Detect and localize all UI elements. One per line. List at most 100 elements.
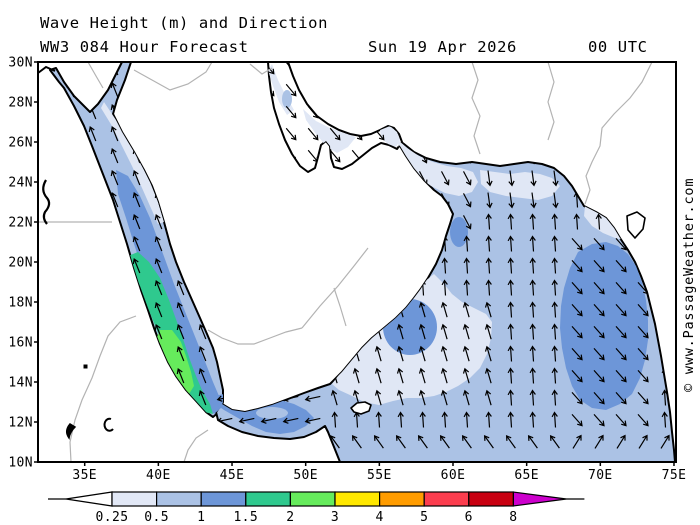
wave-direction-arrow [154, 301, 163, 318]
wave-direction-arrow [374, 345, 382, 362]
wave-direction-arrow [374, 367, 382, 384]
wave-direction-arrow [529, 257, 536, 274]
lat-label: 12N [8, 416, 33, 431]
wave-direction-arrow [615, 414, 627, 427]
wave-direction-arrow [571, 414, 583, 427]
wave-direction-arrow [552, 170, 559, 187]
wave-direction-arrow [507, 411, 514, 428]
wave-direction-arrow [486, 170, 493, 187]
wave-direction-arrow [593, 304, 605, 317]
wave-direction-arrow [593, 392, 605, 405]
lat-label: 20N [8, 256, 33, 271]
wave-direction-arrow [616, 434, 626, 449]
wave-direction-arrow [484, 323, 492, 340]
wave-direction-arrow [418, 301, 426, 318]
wave-direction-arrow [440, 171, 450, 186]
wave-direction-arrow [418, 323, 426, 340]
colorbar-segment [334, 491, 381, 507]
lat-label: 26N [8, 136, 33, 151]
lat-label: 30N [8, 56, 33, 71]
wave-direction-arrow [440, 301, 448, 318]
wave-direction-arrow [132, 235, 141, 252]
wave-direction-arrow [462, 323, 470, 340]
lat-label: 22N [8, 216, 33, 231]
wave-direction-arrow [307, 127, 319, 141]
wave-direction-arrow [285, 83, 297, 97]
wave-direction-arrow [485, 235, 492, 252]
colorbar-segment [289, 491, 336, 507]
lat-label: 16N [8, 336, 33, 351]
wave-direction-arrow [486, 192, 493, 209]
wave-direction-arrow [88, 125, 97, 142]
colorbar-label: 6 [465, 510, 473, 525]
wave-direction-arrow [529, 367, 536, 384]
wave-direction-arrow [508, 170, 515, 187]
wave-direction-arrow [551, 389, 558, 406]
wave-direction-arrow [551, 279, 558, 296]
wave-direction-arrow [571, 282, 583, 295]
wave-height-patch [560, 242, 648, 410]
wave-direction-arrow [418, 389, 426, 406]
wave-direction-arrow [396, 367, 404, 384]
wave-direction-arrow [260, 417, 277, 424]
river-lake-feature [83, 364, 88, 369]
wave-direction-arrow [507, 389, 514, 406]
lat-label: 18N [8, 296, 33, 311]
colorbar-label: 0.5 [144, 510, 169, 525]
country-border [471, 61, 481, 155]
wave-direction-arrow [304, 395, 321, 402]
wave-direction-arrow [330, 389, 338, 406]
wave-direction-arrow [529, 235, 536, 252]
wave-direction-arrow [551, 301, 558, 318]
wave-direction-arrow [637, 326, 649, 339]
wave-direction-arrow [440, 367, 448, 384]
wave-direction-arrow [418, 367, 426, 384]
wave-direction-arrow [462, 301, 470, 318]
wave-direction-arrow [552, 192, 559, 209]
wave-direction-arrow [110, 125, 119, 142]
wave-direction-arrow [198, 345, 207, 362]
wave-direction-arrow [571, 238, 583, 251]
wave-direction-arrow [483, 434, 494, 449]
country-border [207, 327, 303, 345]
wave-direction-arrow [329, 127, 341, 141]
wave-height-patch [116, 170, 221, 414]
wave-direction-arrow [462, 193, 472, 208]
wave-direction-arrow [593, 326, 605, 339]
lon-label: 60E [441, 468, 466, 483]
wave-direction-arrow [304, 417, 321, 424]
colorbar-label: 2 [286, 510, 294, 525]
wave-direction-arrow [593, 414, 605, 427]
wave-direction-arrow [154, 235, 163, 252]
wave-direction-arrow [594, 434, 604, 449]
wave-direction-arrow [551, 345, 558, 362]
lon-label: 35E [72, 468, 97, 483]
wave-direction-arrow [615, 282, 627, 295]
wave-direction-arrow [551, 411, 558, 428]
wave-direction-arrow [661, 389, 668, 406]
wave-direction-arrow [463, 257, 470, 274]
wave-direction-arrow [329, 149, 341, 163]
wave-direction-arrow [551, 323, 558, 340]
wave-direction-arrow [507, 257, 514, 274]
wave-height-patch [256, 407, 288, 419]
lon-label: 40E [146, 468, 171, 483]
wave-direction-arrow [572, 434, 582, 449]
lat-label: 28N [8, 96, 33, 111]
wave-direction-arrow [176, 279, 185, 296]
wave-direction-arrow [419, 411, 426, 428]
wave-direction-arrow [396, 323, 404, 340]
colorbar-label: 3 [331, 510, 339, 525]
wave-direction-arrow [551, 367, 558, 384]
longitude-axis: 35E 40E 45E 50E 55E 60E 65E 70E 75E [72, 462, 686, 483]
wave-direction-arrow [463, 235, 470, 252]
map-subtitle: WW3 084 Hour Forecast [40, 38, 249, 56]
latitude-axis: 30N 28N 26N 24N 22N 20N 18N 16N 14N 12N 10N [8, 56, 38, 471]
wave-direction-arrow [198, 323, 207, 340]
river-lake-feature [103, 417, 114, 432]
island-layer [350, 211, 646, 415]
wave-direction-arrow [463, 411, 470, 428]
wave-direction-arrow [484, 301, 492, 318]
wave-direction-arrow [530, 192, 537, 209]
wave-direction-arrow [571, 260, 583, 273]
